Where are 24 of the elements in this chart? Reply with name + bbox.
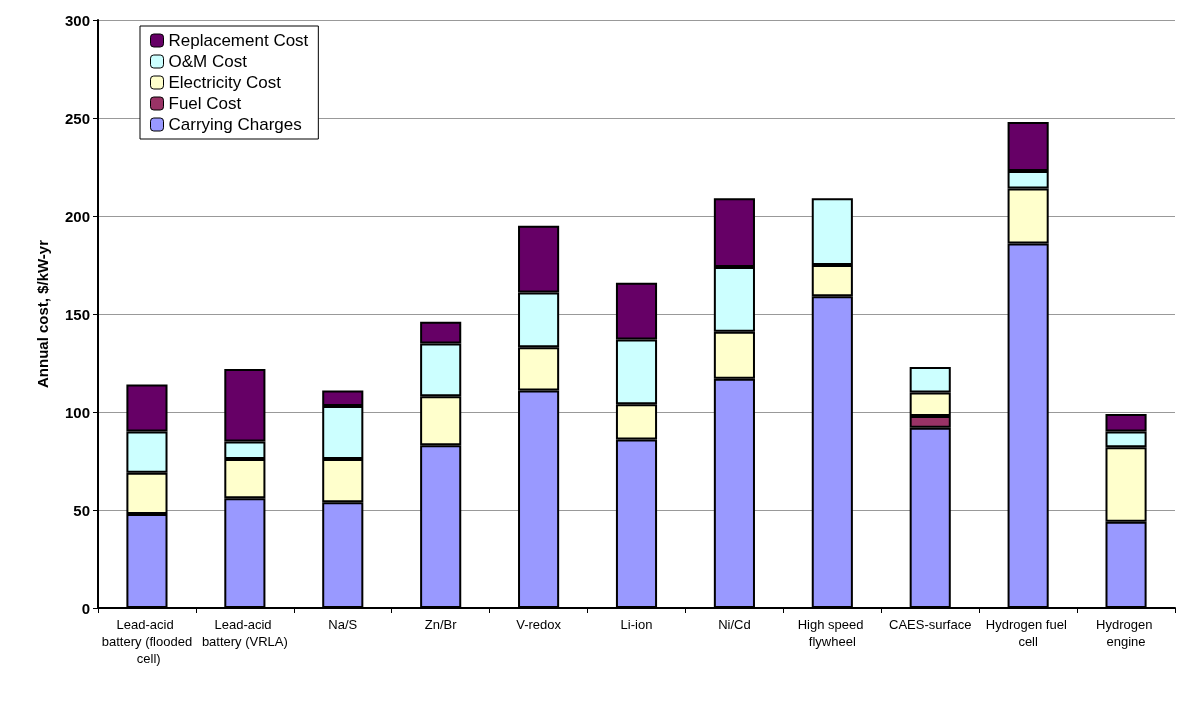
- x-tick-label: V-redox: [516, 617, 562, 632]
- y-tick-label: 100: [64, 403, 90, 421]
- x-tick-label: Lead-acid battery (VRLA): [201, 617, 288, 649]
- y-tick-label: 200: [64, 207, 90, 225]
- x-tick-label: Na/S: [328, 617, 358, 632]
- legend-label: O&M Cost: [168, 52, 248, 71]
- y-tick-label: 250: [64, 109, 90, 127]
- y-tick-label: 150: [64, 305, 90, 323]
- y-tick-label: 50: [73, 501, 90, 519]
- x-tick-label: Hydrogen engine: [1096, 617, 1157, 649]
- x-tick-label: Hydrogen fuel cell: [985, 617, 1071, 649]
- legend-label: Electricity Cost: [168, 73, 282, 92]
- legend-label: Replacement Cost: [168, 31, 309, 50]
- x-tick-label: High speed flywheel: [797, 617, 868, 649]
- legend-label: Fuel Cost: [168, 94, 242, 113]
- x-tick-label: CAES-surface: [889, 617, 972, 632]
- x-tick-label: Lead-acid battery (flooded cell): [101, 617, 193, 666]
- x-tick-label: Zn/Br: [424, 617, 458, 632]
- legend-label: Carrying Charges: [168, 115, 302, 134]
- y-axis-title: Annual cost, $/kW-yr: [34, 239, 51, 389]
- x-tick-label: Ni/Cd: [718, 617, 751, 632]
- x-tick-label: Li-ion: [620, 617, 653, 632]
- y-tick-label: 0: [81, 599, 90, 617]
- y-tick-label: 300: [64, 11, 90, 29]
